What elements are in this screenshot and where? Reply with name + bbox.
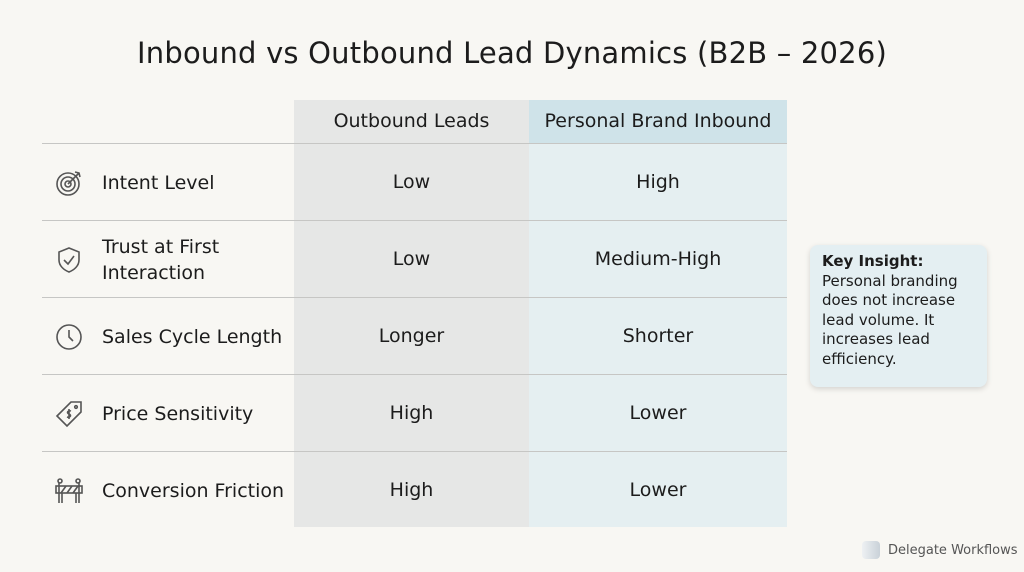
barrier-icon [55, 478, 83, 503]
row-label: Price Sensitivity [102, 402, 254, 425]
outbound-value: Longer [378, 325, 445, 347]
target-icon [56, 171, 81, 196]
row-label: Sales Cycle Length [102, 325, 283, 348]
brand-logo-icon [862, 541, 880, 559]
outbound-value: Low [392, 171, 431, 193]
table-row: Intent Level Low High [42, 143, 787, 221]
table-row: Sales Cycle Length Longer Shorter [42, 297, 787, 375]
outbound-value: Low [392, 248, 431, 270]
outbound-value: High [389, 402, 434, 424]
header-inbound: Personal Brand Inbound [544, 110, 772, 132]
inbound-value: Medium-High [594, 248, 722, 270]
insight-heading: Key Insight: [822, 252, 924, 270]
brand-name: Delegate Workflows [888, 542, 1018, 558]
shield-check-icon [58, 247, 80, 273]
inbound-value: Shorter [622, 325, 694, 347]
price-tag-icon [55, 401, 82, 428]
inbound-header-bg [529, 100, 787, 143]
insight-text: Personal branding does not increase lead… [822, 271, 958, 368]
clock-icon [56, 324, 82, 350]
inbound-value: Lower [629, 402, 687, 424]
inbound-value: Lower [629, 479, 687, 501]
header-outbound: Outbound Leads [333, 110, 490, 132]
table-row: Trust at First Interaction Low Medium-Hi… [42, 220, 787, 298]
inbound-column-bg [529, 100, 787, 527]
table-row: Price Sensitivity High Lower [42, 374, 787, 452]
row-label: Intent Level [102, 171, 215, 194]
row-label: Trust at First Interaction [102, 235, 220, 284]
row-label: Conversion Friction [102, 479, 285, 502]
page-title: Inbound vs Outbound Lead Dynamics (B2B –… [137, 36, 887, 70]
table-row: Conversion Friction High Lower [42, 451, 787, 529]
brand-watermark: Delegate Workflows [862, 541, 1018, 559]
outbound-column-bg [294, 100, 529, 527]
inbound-value: High [636, 171, 680, 193]
outbound-value: High [389, 479, 434, 501]
key-insight-box: Key Insight: Personal branding does not … [810, 245, 987, 387]
